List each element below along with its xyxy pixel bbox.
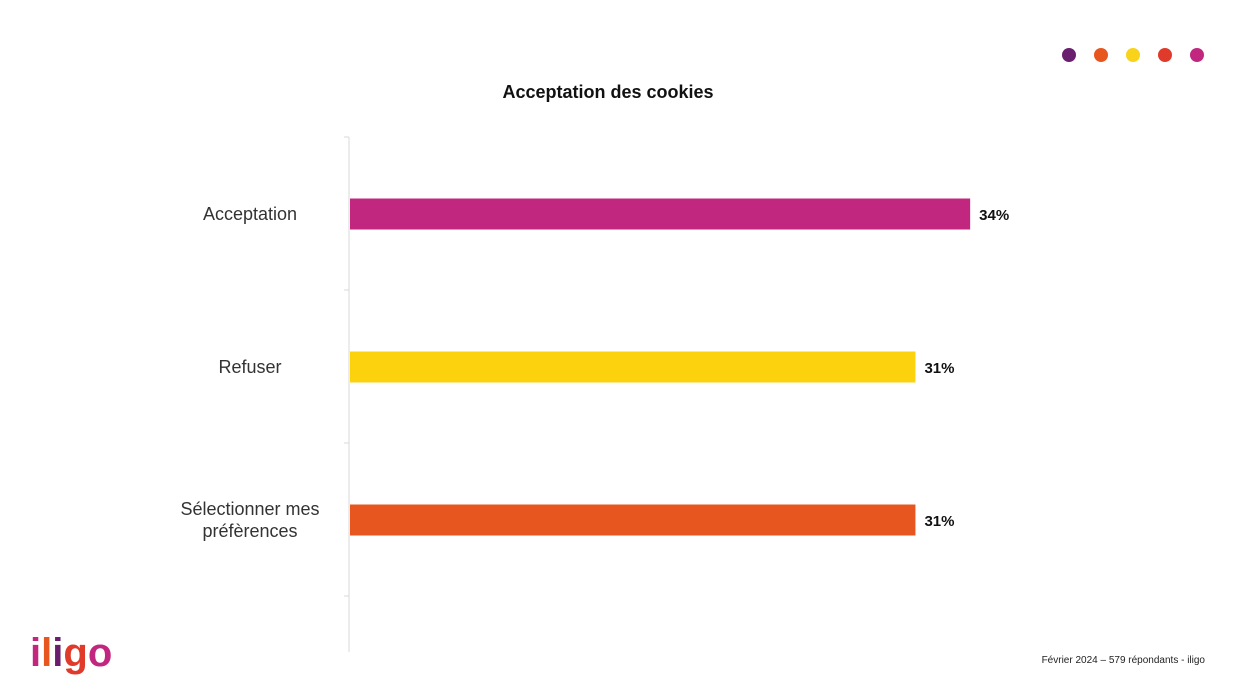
brand-dot (1158, 48, 1172, 62)
category-label: Refuser (218, 357, 281, 377)
bar-value-label: 31% (924, 360, 954, 377)
brand-dot (1062, 48, 1076, 62)
logo-text: iligo (30, 631, 112, 675)
category-label: Sélectionner mes préfèrences (180, 499, 319, 541)
brand-dot (1126, 48, 1140, 62)
brand-dot (1094, 48, 1108, 62)
footer-source: Février 2024 – 579 répondants - iligo (1041, 655, 1205, 666)
bar (350, 504, 916, 536)
chart-title: Acceptation des cookies (502, 82, 714, 102)
bar (350, 351, 916, 383)
category-label: Acceptation (203, 204, 297, 224)
bar-value-label: 31% (924, 513, 954, 530)
iligo-logo: iligo (30, 631, 112, 675)
bar-value-label: 34% (979, 207, 1009, 224)
bar (350, 198, 971, 230)
brand-dot (1190, 48, 1204, 62)
